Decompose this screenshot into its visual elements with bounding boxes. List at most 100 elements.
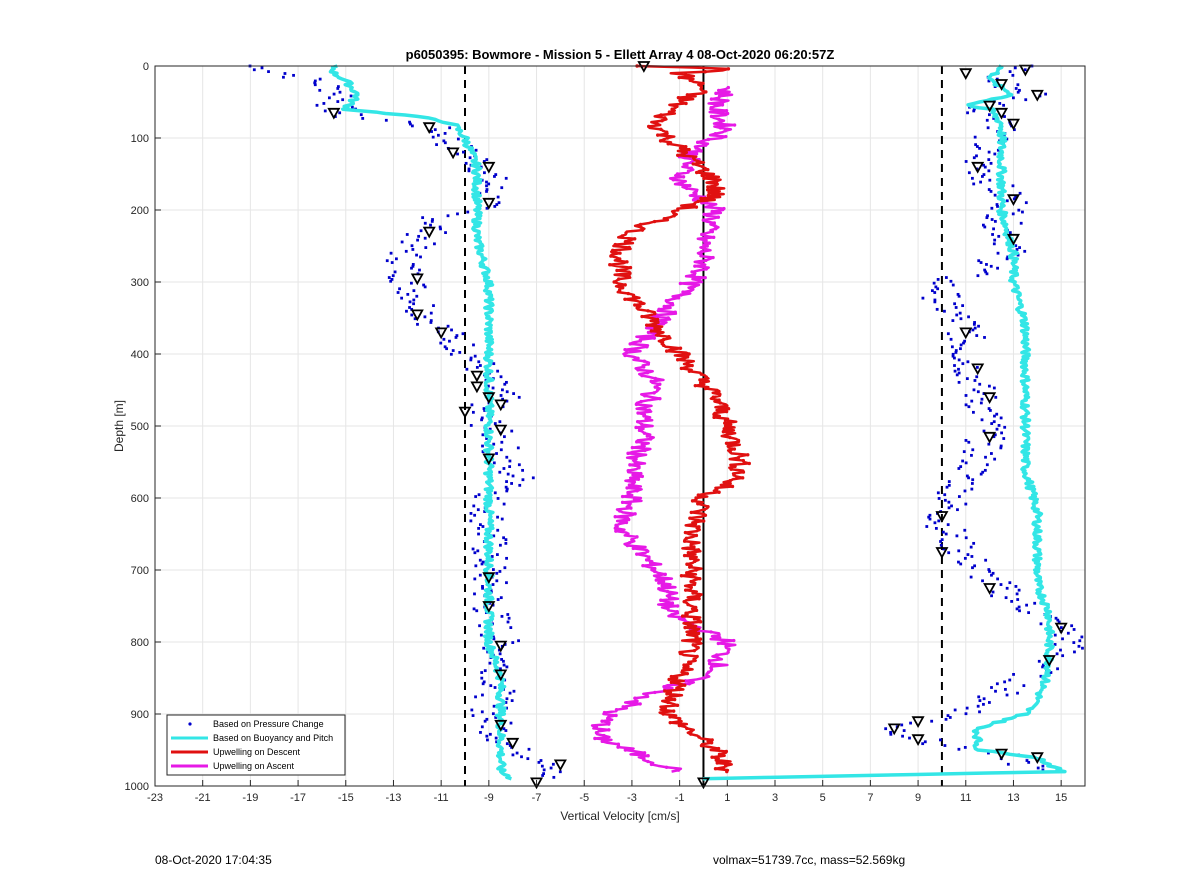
pressure-dot: [470, 708, 474, 712]
pressure-dot: [495, 203, 499, 206]
upwelling-ascent-line-marker: [664, 765, 669, 769]
upwelling-descent-line-marker: [609, 254, 613, 258]
pressure-dot: [1027, 760, 1031, 764]
pressure-dot: [964, 394, 968, 397]
upwelling-ascent-line-marker: [703, 143, 708, 147]
upwelling-ascent-line-marker: [705, 244, 709, 248]
upwelling-descent-line-marker: [665, 130, 669, 134]
pressure-dot: [483, 409, 487, 412]
upwelling-ascent-line-marker: [718, 120, 723, 124]
pressure-dot: [943, 309, 946, 313]
pressure-dot: [1041, 764, 1045, 768]
upwelling-descent-line-marker: [683, 625, 687, 630]
triangle-down-marker: [1030, 752, 1044, 765]
pressure-dot: [474, 495, 478, 498]
upwelling-descent-line-marker: [699, 87, 703, 91]
upwelling-ascent-line-marker: [643, 405, 647, 409]
triangle-down-marker: [935, 511, 949, 523]
triangle-down-marker: [494, 669, 508, 682]
pressure-dot: [965, 474, 969, 478]
triangle-down-marker: [458, 406, 472, 419]
upwelling-descent-line-marker: [687, 147, 691, 152]
pressure-dot: [400, 296, 404, 300]
pressure-dot: [972, 182, 976, 186]
pressure-dot: [404, 249, 408, 253]
pressure-dot: [336, 85, 340, 88]
upwelling-ascent-line-marker: [645, 693, 649, 697]
y-ticks: 0 100 200 300 400 500 600 700 800 900 1000: [125, 61, 161, 793]
pressure-dot: [439, 341, 443, 345]
upwelling-descent-line-marker: [692, 582, 697, 587]
upwelling-ascent-line-marker: [713, 131, 718, 136]
pressure-dot: [512, 392, 516, 395]
pressure-dot: [496, 528, 500, 532]
upwelling-descent-line-marker: [691, 591, 695, 595]
pressure-dot: [902, 729, 906, 732]
pressure-dot: [979, 261, 983, 264]
pressure-dot: [479, 633, 483, 637]
upwelling-ascent-line-marker: [645, 434, 650, 438]
pressure-dot: [986, 214, 989, 218]
triangle-down-marker: [482, 161, 496, 174]
upwelling-ascent-line-marker: [613, 515, 617, 519]
pressure-dot: [943, 744, 947, 747]
pressure-dot: [884, 727, 888, 731]
pressure-dot: [987, 113, 991, 117]
pressure-dot: [953, 708, 957, 712]
pressure-dot: [943, 493, 947, 497]
pressure-dot: [993, 433, 997, 437]
pressure-dot: [996, 266, 999, 270]
upwelling-descent-line-marker: [672, 214, 676, 218]
pressure-dot: [1016, 691, 1019, 695]
pressure-dot: [495, 553, 499, 556]
y-tick-label: 900: [131, 709, 149, 721]
upwelling-ascent-line-marker: [681, 290, 685, 294]
upwelling-descent-line-marker: [698, 576, 702, 581]
upwelling-ascent-line-marker: [625, 486, 629, 490]
pressure-dot: [480, 671, 484, 674]
upwelling-descent-line-marker: [611, 248, 615, 253]
upwelling-descent-line-marker: [699, 743, 704, 748]
pressure-dot: [385, 259, 389, 263]
upwelling-descent-line-marker: [644, 323, 649, 327]
upwelling-ascent-line-marker: [705, 673, 709, 677]
pressure-dot: [503, 435, 506, 439]
pressure-dot: [989, 264, 993, 268]
pressure-dot: [964, 502, 968, 506]
upwelling-descent-line-marker: [693, 383, 697, 388]
legend-label-pressure: Based on Pressure Change: [213, 719, 324, 729]
pressure-dot: [474, 564, 478, 568]
pressure-dot: [283, 72, 287, 75]
upwelling-descent-line-marker: [697, 735, 701, 739]
upwelling-descent-line-marker: [638, 222, 643, 227]
pressure-dot: [994, 689, 997, 693]
pressure-dot: [439, 227, 442, 231]
pressure-dot: [971, 448, 975, 452]
upwelling-descent-line-marker: [683, 72, 688, 77]
pressure-dot: [431, 135, 435, 139]
upwelling-ascent-line-marker: [697, 278, 702, 283]
upwelling-ascent-line-marker: [623, 748, 628, 752]
upwelling-ascent-line-marker: [635, 552, 639, 556]
pressure-dot: [517, 463, 521, 467]
pressure-dot: [492, 362, 496, 366]
pressure-dot: [493, 205, 497, 208]
pressure-dot: [1042, 663, 1045, 667]
upwelling-descent-line-marker: [675, 686, 679, 690]
footer-volmax-mass: volmax=51739.7cc, mass=52.569kg: [713, 853, 906, 867]
upwelling-descent-line-marker: [684, 150, 689, 155]
pressure-dot: [338, 90, 342, 94]
y-tick-label: 1000: [125, 781, 149, 793]
triangle-down-marker: [494, 719, 508, 732]
upwelling-descent-line-marker: [668, 715, 672, 719]
pressure-dot: [472, 343, 475, 347]
upwelling-descent-line-marker: [669, 674, 674, 679]
pressure-dot: [508, 691, 512, 695]
pressure-dot: [494, 173, 498, 176]
pressure-dot: [941, 530, 945, 534]
pressure-dot: [505, 399, 509, 403]
pressure-dot: [999, 446, 1003, 450]
pressure-dot: [988, 570, 991, 573]
pressure-dot: [971, 478, 975, 482]
pressure-dot: [989, 190, 993, 193]
